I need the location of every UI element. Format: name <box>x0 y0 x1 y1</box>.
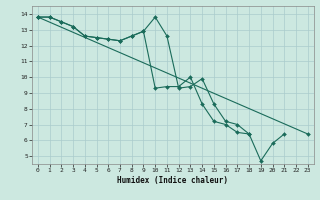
X-axis label: Humidex (Indice chaleur): Humidex (Indice chaleur) <box>117 176 228 185</box>
